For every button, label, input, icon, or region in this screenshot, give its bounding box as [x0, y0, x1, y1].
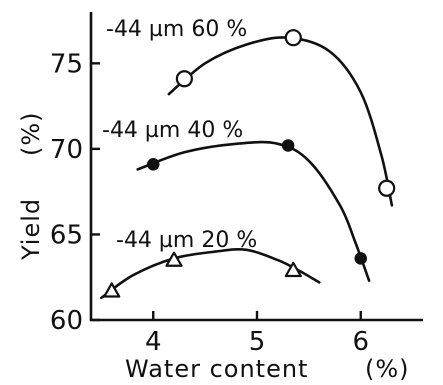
- y-tick-label-65: 65: [50, 220, 83, 250]
- y-tick-label-75: 75: [50, 49, 83, 79]
- tick-marks: [91, 62, 362, 322]
- marker-series-1-point-2: [284, 29, 302, 47]
- x-tick-label-6: 6: [352, 327, 369, 357]
- series-label-2: -44 µm 40 %: [102, 118, 243, 143]
- marker-series-3-point-3: [284, 261, 302, 278]
- series-label-1: -44 µm 60 %: [106, 17, 247, 42]
- marker-series-2-point-2: [281, 139, 295, 152]
- fitted-curves: [100, 36, 394, 300]
- data-markers: [103, 29, 396, 298]
- axis-frame: [89, 12, 423, 322]
- marker-series-1-point-1: [175, 70, 193, 88]
- marker-series-3-point-2: [165, 251, 183, 267]
- y-tick-label-60: 60: [50, 306, 83, 336]
- x-tick-label-4: 4: [145, 327, 162, 357]
- axes: [89, 12, 423, 322]
- curve-series-1: [167, 36, 394, 207]
- marker-series-2-point-3: [354, 252, 367, 265]
- y-tick-label-70: 70: [50, 135, 83, 165]
- y-axis-title: Yield: [17, 198, 45, 261]
- series-labels: -44 µm 60 % -44 µm 40 % -44 µm 20 %: [102, 17, 257, 253]
- marker-series-3-point-1: [103, 282, 121, 298]
- curve-series-2: [136, 140, 371, 282]
- series-label-3: -44 µm 20 %: [116, 228, 257, 253]
- x-tick-label-5: 5: [249, 327, 266, 357]
- x-axis-unit: (%): [365, 355, 410, 383]
- marker-series-2-point-1: [147, 158, 160, 171]
- x-axis-title: Water content: [125, 355, 308, 383]
- marker-series-1-point-3: [378, 179, 396, 197]
- tick-labels: 4 5 6 60 65 70 75: [50, 49, 369, 357]
- y-axis-unit: (%): [17, 111, 45, 156]
